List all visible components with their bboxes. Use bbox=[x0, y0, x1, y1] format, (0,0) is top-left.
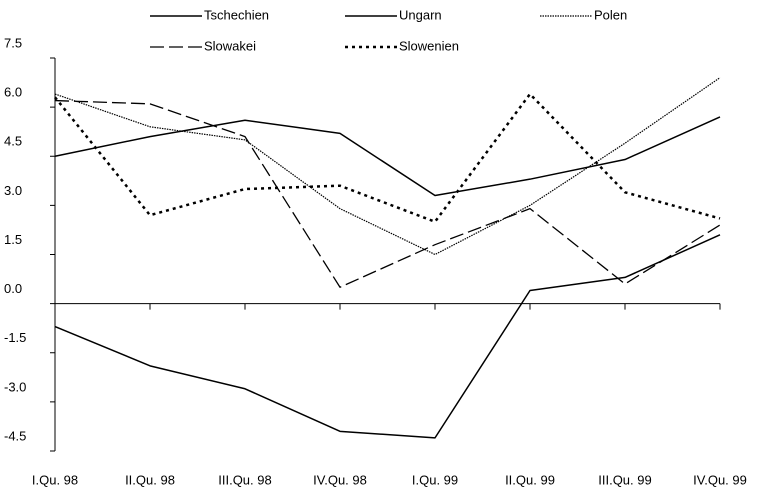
legend-label: Slowenien bbox=[399, 38, 459, 53]
legend-label: Tschechien bbox=[204, 7, 269, 22]
x-tick-label: IV.Qu. 98 bbox=[313, 472, 367, 487]
x-tick-label: II.Qu. 99 bbox=[505, 472, 555, 487]
x-tick-label: IV.Qu. 99 bbox=[693, 472, 747, 487]
y-tick-label: 6.0 bbox=[4, 85, 22, 100]
x-tick-label: I.Qu. 99 bbox=[412, 472, 458, 487]
legend-label: Ungarn bbox=[399, 7, 442, 22]
y-tick-label: 1.5 bbox=[4, 232, 22, 247]
x-tick-label: I.Qu. 98 bbox=[32, 472, 78, 487]
series-line bbox=[54, 92, 721, 223]
series-line bbox=[54, 77, 721, 256]
y-tick-label: 0.0 bbox=[4, 281, 22, 296]
y-tick-label: -4.5 bbox=[4, 428, 26, 443]
legend-label: Slowakei bbox=[204, 38, 256, 53]
x-tick-label: II.Qu. 98 bbox=[125, 472, 175, 487]
y-tick-label: 3.0 bbox=[4, 183, 22, 198]
y-tick-label: -3.0 bbox=[4, 379, 26, 394]
x-tick-label: III.Qu. 99 bbox=[598, 472, 651, 487]
y-tick-label: -1.5 bbox=[4, 330, 26, 345]
series-line bbox=[54, 116, 721, 197]
series-line bbox=[54, 234, 721, 439]
x-tick-label: III.Qu. 98 bbox=[218, 472, 271, 487]
legend-label: Polen bbox=[594, 7, 627, 22]
y-tick-label: 7.5 bbox=[4, 35, 22, 50]
y-tick-label: 4.5 bbox=[4, 134, 22, 149]
series-line bbox=[54, 99, 721, 288]
